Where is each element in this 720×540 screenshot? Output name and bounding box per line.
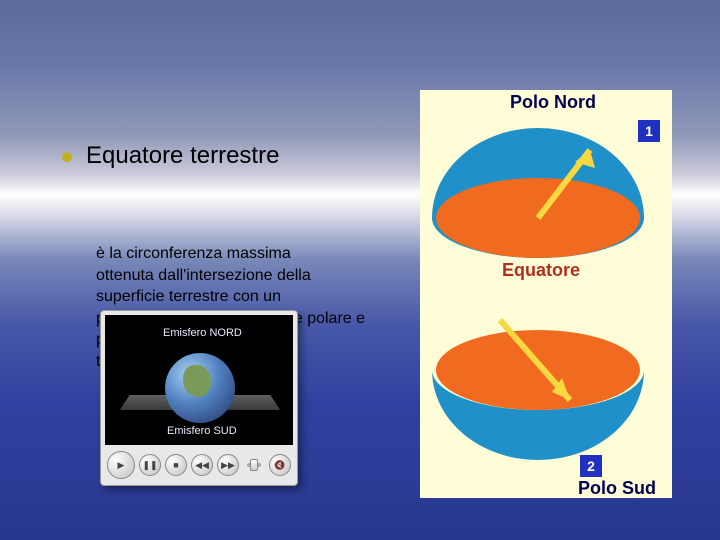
pause-button[interactable]: ❚❚	[139, 454, 161, 476]
play-button[interactable]: ▶	[107, 451, 135, 479]
player-globe-land	[183, 365, 211, 397]
stop-button[interactable]: ■	[165, 454, 187, 476]
prev-button[interactable]: ◀◀	[191, 454, 213, 476]
equator-diagram: Polo Nord 1 Equatore 2 Polo Sud	[420, 90, 672, 498]
player-label-top: Emisfero NORD	[163, 327, 242, 339]
slide-heading: Equatore terrestre	[86, 142, 279, 170]
media-player: Emisfero NORD Emisfero SUD ▶ ❚❚ ■ ◀◀ ▶▶ …	[100, 310, 298, 486]
diagram-number-2: 2	[580, 455, 602, 477]
player-label-bottom: Emisfero SUD	[167, 425, 237, 437]
player-globe-graphic	[165, 353, 235, 423]
seek-knob[interactable]	[250, 459, 258, 471]
mute-button[interactable]: 🔇	[269, 454, 291, 476]
player-screen: Emisfero NORD Emisfero SUD	[105, 315, 293, 445]
player-controls: ▶ ❚❚ ■ ◀◀ ▶▶ 🔇	[101, 445, 297, 485]
diagram-svg	[420, 90, 672, 498]
seek-slider[interactable]	[247, 463, 261, 467]
next-button[interactable]: ▶▶	[217, 454, 239, 476]
diagram-label-equator: Equatore	[502, 260, 580, 281]
diagram-title-south: Polo Sud	[578, 478, 656, 499]
bullet-dot	[62, 152, 72, 162]
bottom-core	[436, 330, 640, 410]
